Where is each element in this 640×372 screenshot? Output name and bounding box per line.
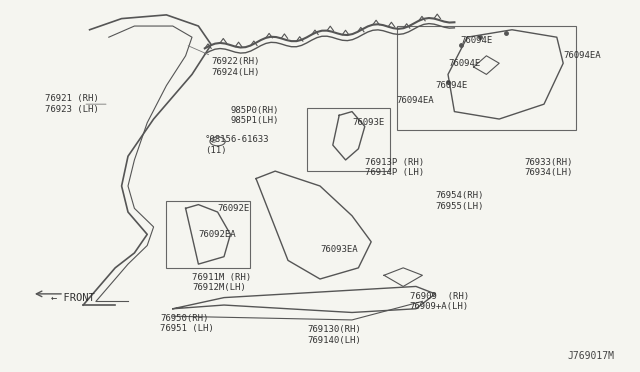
Text: 76933(RH)
76934(LH): 76933(RH) 76934(LH) [525, 158, 573, 177]
Bar [166, 201, 250, 268]
Bar [397, 26, 576, 130]
Text: 76094E: 76094E [435, 81, 467, 90]
Text: J769017M: J769017M [568, 351, 614, 361]
Text: 76094E: 76094E [448, 59, 480, 68]
Text: 76909  (RH)
76909+A(LH): 76909 (RH) 76909+A(LH) [410, 292, 468, 311]
Text: 76093E: 76093E [352, 118, 384, 127]
Text: 76913P (RH)
76914P (LH): 76913P (RH) 76914P (LH) [365, 158, 424, 177]
Text: 76094E: 76094E [461, 36, 493, 45]
Text: ← FRONT: ← FRONT [51, 293, 95, 302]
Text: 76093EA: 76093EA [320, 245, 358, 254]
Text: 76921 (RH)
76923 (LH): 76921 (RH) 76923 (LH) [45, 94, 99, 114]
Text: 76954(RH)
76955(LH): 76954(RH) 76955(LH) [435, 191, 484, 211]
Text: 76092E: 76092E [218, 204, 250, 213]
Text: 76950(RH)
76951 (LH): 76950(RH) 76951 (LH) [160, 314, 214, 333]
Text: 76092EA: 76092EA [198, 230, 236, 239]
Text: B: B [212, 139, 216, 144]
Text: 76922(RH)
76924(LH): 76922(RH) 76924(LH) [211, 57, 260, 77]
Text: 769130(RH)
769140(LH): 769130(RH) 769140(LH) [307, 325, 361, 344]
Bar [307, 108, 390, 171]
Text: 76094EA: 76094EA [397, 96, 435, 105]
Text: °08156-61633
(11): °08156-61633 (11) [205, 135, 269, 155]
Text: 76094EA: 76094EA [563, 51, 601, 60]
Text: 76911M (RH)
76912M(LH): 76911M (RH) 76912M(LH) [192, 273, 251, 292]
Text: 985P0(RH)
985P1(LH): 985P0(RH) 985P1(LH) [230, 106, 279, 125]
